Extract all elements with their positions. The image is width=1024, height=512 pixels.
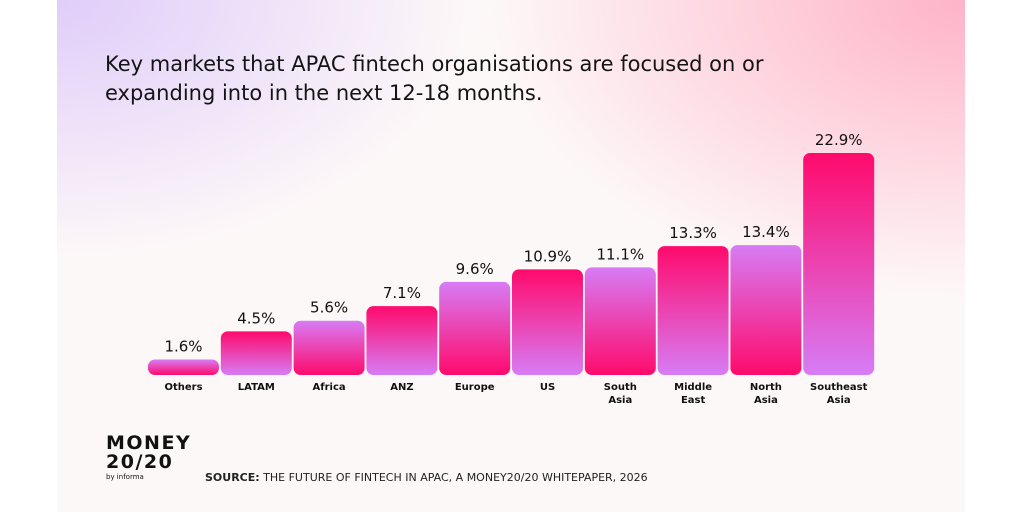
bar-europe <box>439 281 511 375</box>
category-label: Europe <box>455 382 495 393</box>
value-label: 4.5% <box>237 309 275 327</box>
value-label: 5.6% <box>310 299 348 317</box>
value-label: 10.9% <box>524 247 572 265</box>
category-label: Southeast <box>810 382 868 393</box>
category-label: US <box>540 382 555 393</box>
source-label: SOURCE: <box>205 471 260 484</box>
bar-anz <box>366 306 438 375</box>
category-label: Others <box>164 382 202 393</box>
value-label: 11.1% <box>596 245 644 263</box>
logo-line-2: 20/20 <box>106 451 174 473</box>
source-note: SOURCE: THE FUTURE OF FINTECH IN APAC, A… <box>205 471 648 484</box>
value-label: 9.6% <box>456 260 494 278</box>
bar-others <box>148 359 219 375</box>
money2020-logo: MONEY 20/20 by informa <box>106 432 192 482</box>
bar-southeast-asia <box>803 153 875 375</box>
bar-latam <box>220 331 292 375</box>
bar-africa <box>293 320 365 375</box>
category-label: Asia <box>754 395 778 406</box>
category-label: East <box>681 395 706 406</box>
logo-line-1: MONEY <box>106 432 192 454</box>
value-label: 1.6% <box>164 337 202 355</box>
bar-middle-east <box>657 246 729 375</box>
category-label: South <box>604 382 637 393</box>
chart-title: Key markets that APAC fintech organisati… <box>105 52 764 105</box>
value-label: 22.9% <box>815 131 863 149</box>
value-label: 13.4% <box>742 223 790 241</box>
value-label: 13.3% <box>669 224 717 242</box>
bar-north-asia <box>730 245 802 375</box>
category-label: Asia <box>608 395 632 406</box>
category-label: Asia <box>827 395 851 406</box>
source-text: THE FUTURE OF FINTECH IN APAC, A MONEY20… <box>259 471 648 484</box>
category-label: Middle <box>674 382 712 393</box>
bar-south-asia <box>584 267 656 375</box>
category-label: LATAM <box>238 382 275 393</box>
logo-line-3: by informa <box>106 473 144 481</box>
value-label: 7.1% <box>383 284 421 302</box>
category-label: North <box>750 382 782 393</box>
category-label: ANZ <box>390 382 413 393</box>
category-label: Africa <box>313 382 346 393</box>
bar-us <box>512 269 583 375</box>
